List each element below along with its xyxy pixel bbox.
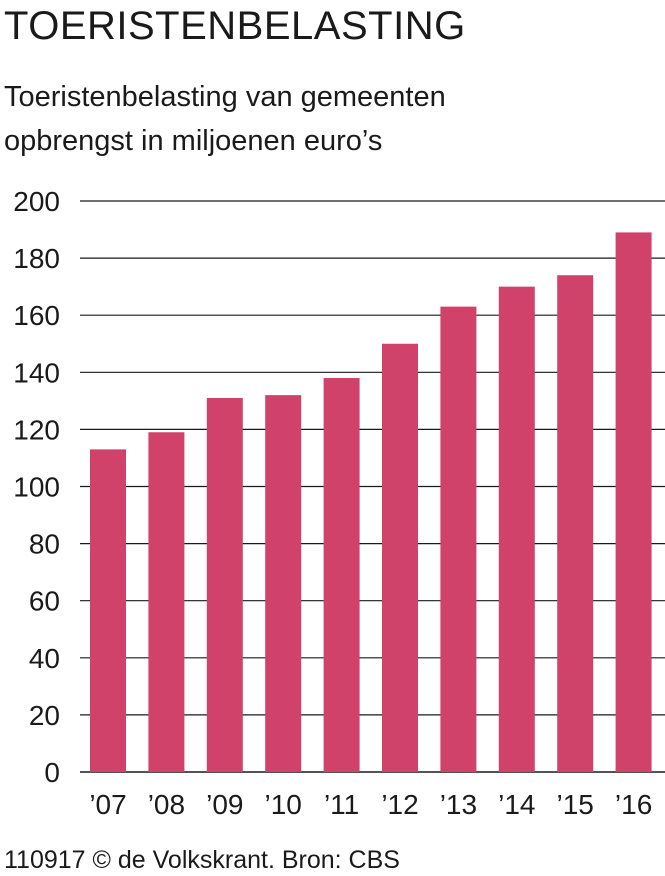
x-tick-label: ’14 [498, 789, 535, 820]
chart-subtitle-line1: Toeristenbelasting van gemeenten [4, 81, 446, 113]
y-tick-label: 100 [13, 472, 60, 503]
y-tick-label: 120 [13, 414, 60, 445]
bars [90, 232, 652, 772]
bar [382, 343, 418, 772]
y-tick-label: 60 [29, 586, 60, 617]
bar [498, 286, 535, 772]
bar [323, 378, 360, 772]
y-tick-label: 140 [13, 357, 60, 388]
x-tick-label: ’12 [381, 789, 418, 820]
x-tick-label: ’15 [557, 789, 594, 820]
bar [615, 232, 652, 772]
x-tick-label: ’07 [89, 789, 126, 820]
chart-title: TOERISTENBELASTING [4, 4, 466, 48]
x-tick-label: ’08 [148, 789, 185, 820]
chart-subtitle-line2: opbrengst in miljoenen euro’s [4, 125, 383, 157]
x-tick-label: ’10 [265, 789, 302, 820]
x-axis-ticks: ’07 ’08 ’09 ’10 ’11 ’12 ’13 ’14 ’15 ’16 [89, 789, 652, 820]
bar-chart: 0 20 40 60 80 100 120 140 160 180 200 ’07 ’08 ’09 ’10… [13, 186, 665, 820]
x-tick-label: ’11 [324, 789, 359, 820]
bar [90, 449, 126, 772]
y-tick-label: 40 [29, 643, 60, 674]
bar [206, 397, 243, 772]
bar [440, 306, 477, 772]
bar [265, 395, 302, 772]
x-tick-label: ’09 [206, 789, 243, 820]
x-tick-label: ’13 [440, 789, 477, 820]
x-tick-label: ’16 [615, 789, 652, 820]
bar [148, 432, 185, 772]
y-tick-label: 180 [13, 243, 60, 274]
y-tick-label: 0 [44, 757, 60, 788]
bar [557, 275, 594, 772]
y-tick-label: 200 [13, 186, 60, 217]
y-tick-label: 80 [29, 529, 60, 560]
y-axis-ticks: 0 20 40 60 80 100 120 140 160 180 200 [13, 186, 60, 788]
y-tick-label: 20 [29, 700, 60, 731]
y-tick-label: 160 [13, 300, 60, 331]
source-credit: 110917 © de Volkskrant. Bron: CBS [4, 846, 400, 874]
